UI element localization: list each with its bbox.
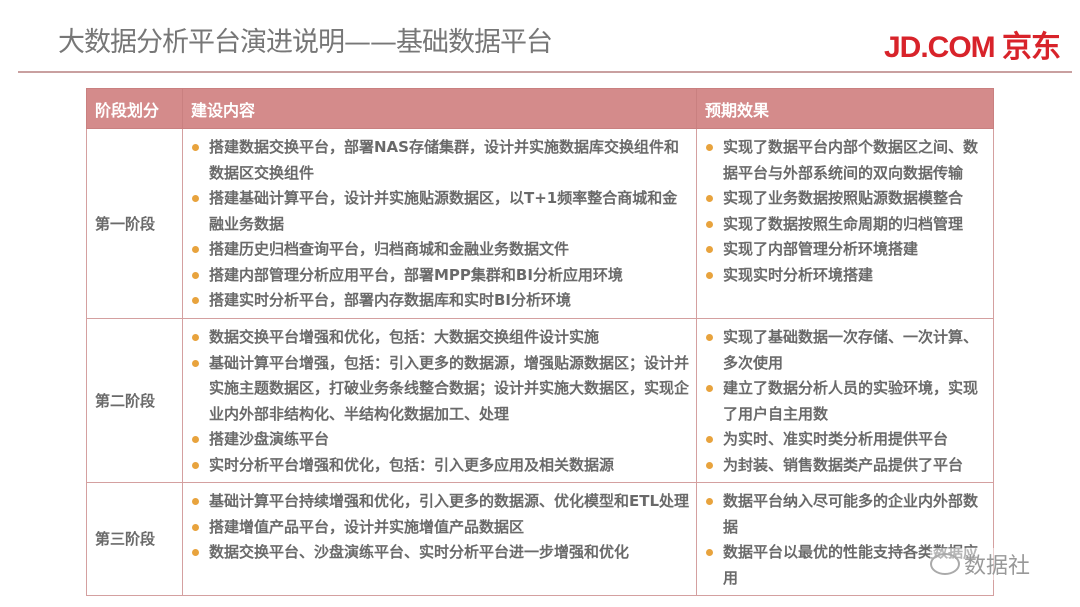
bullet-item: 为封装、销售数据类产品提供了平台: [705, 453, 987, 479]
bullet-item: 实现实时分析环境搭建: [705, 263, 987, 289]
table-header: 阶段划分 建设内容 预期效果: [86, 88, 994, 129]
content-cell: 基础计算平台持续增强和优化，引入更多的数据源、优化模型和ETL处理 搭建增值产品平…: [182, 482, 697, 596]
bullet-list: 搭建数据交换平台，部署NAS存储集群，设计并实施数据库交换组件和数据区交换组件搭…: [191, 135, 690, 314]
bullet-item: 基础计算平台持续增强和优化，引入更多的数据源、优化模型和ETL处理: [191, 489, 690, 515]
column-header-effects: 预期效果: [696, 88, 994, 129]
table-row: 第一阶段 搭建数据交换平台，部署NAS存储集群，设计并实施数据库交换组件和数据区交…: [86, 128, 994, 319]
bullet-item: 搭建增值产品平台，设计并实施增值产品数据区: [191, 515, 690, 541]
bullet-list: 基础计算平台持续增强和优化，引入更多的数据源、优化模型和ETL处理 搭建增值产品平…: [191, 489, 690, 566]
content-cell: 数据交换平台增强和优化，包括：大数据交换组件设计实施 基础计算平台增强，包括：引入…: [182, 318, 697, 483]
bullet-item: 数据平台纳入尽可能多的企业内外部数据: [705, 489, 987, 540]
bullet-item: 搭建沙盘演练平台: [191, 427, 690, 453]
bullet-item: 实时分析平台增强和优化，包括：引入更多应用及相关数据源: [191, 453, 690, 479]
bullet-item: 基础计算平台增强，包括：引入更多的数据源，增强贴源数据区；设计并实施主题数据区，…: [191, 351, 690, 428]
title-divider: [18, 71, 1072, 73]
watermark-text: 数据社: [964, 554, 1031, 579]
content-cell: 搭建数据交换平台，部署NAS存储集群，设计并实施数据库交换组件和数据区交换组件搭…: [182, 128, 697, 319]
bullet-item: 搭建内部管理分析应用平台，部署MPP集群和BI分析应用环境: [191, 263, 690, 289]
stage-table: 阶段划分 建设内容 预期效果 第一阶段 搭建数据交换平台，部署NAS存储集群，设计…: [86, 88, 994, 596]
column-header-stage: 阶段划分: [86, 88, 183, 129]
stage-cell: 第一阶段: [86, 128, 183, 319]
effects-cell: 实现了数据平台内部个数据区之间、数据平台与外部系统间的双向数据传输 实现了业务数据…: [696, 128, 994, 319]
bullet-item: 搭建基础计算平台，设计并实施贴源数据区，以T+1频率整合商城和金融业务数据: [191, 186, 690, 237]
bullet-item: 实现了基础数据一次存储、一次计算、多次使用: [705, 325, 987, 376]
stage-label: 第三阶段: [95, 530, 156, 549]
bullet-list: 实现了基础数据一次存储、一次计算、多次使用 建立了数据分析人员的实验环境，实现了用…: [705, 325, 987, 478]
bullet-list: 数据交换平台增强和优化，包括：大数据交换组件设计实施 基础计算平台增强，包括：引入…: [191, 325, 690, 478]
effects-cell: 实现了基础数据一次存储、一次计算、多次使用 建立了数据分析人员的实验环境，实现了用…: [696, 318, 994, 483]
stage-label: 第二阶段: [95, 391, 156, 410]
bullet-item: 实现了业务数据按照贴源数据模整合: [705, 186, 987, 212]
bullet-item: 数据平台以最优的性能支持各类数据应用: [705, 540, 987, 591]
bullet-list: 实现了数据平台内部个数据区之间、数据平台与外部系统间的双向数据传输 实现了业务数据…: [705, 135, 987, 288]
stage-cell: 第二阶段: [86, 318, 183, 483]
column-header-content: 建设内容: [182, 88, 697, 129]
wechat-icon: [930, 553, 960, 575]
bullet-item: 数据交换平台增强和优化，包括：大数据交换组件设计实施: [191, 325, 690, 351]
bullet-item: 建立了数据分析人员的实验环境，实现了用户自主用数: [705, 376, 987, 427]
bullet-item: 为实时、准实时类分析用提供平台: [705, 427, 987, 453]
jd-logo: JD.COM 京东: [883, 31, 1061, 64]
bullet-item: 实现了内部管理分析环境搭建: [705, 237, 987, 263]
bullet-item: 搭建实时分析平台，部署内存数据库和实时BI分析环境: [191, 288, 690, 314]
table-row: 第二阶段 数据交换平台增强和优化，包括：大数据交换组件设计实施 基础计算平台增强，包…: [86, 318, 994, 483]
bullet-item: 搭建历史归档查询平台，归档商城和金融业务数据文件: [191, 237, 690, 263]
bullet-item: 实现了数据按照生命周期的归档管理: [705, 212, 987, 238]
stage-cell: 第三阶段: [86, 482, 183, 596]
table-row: 第三阶段 基础计算平台持续增强和优化，引入更多的数据源、优化模型和ETL处理 搭建增…: [86, 482, 994, 596]
stage-label: 第一阶段: [95, 214, 156, 233]
bullet-item: 搭建数据交换平台，部署NAS存储集群，设计并实施数据库交换组件和数据区交换组件: [191, 135, 690, 186]
watermark: 数据社: [930, 548, 1031, 580]
bullet-item: 实现了数据平台内部个数据区之间、数据平台与外部系统间的双向数据传输: [705, 135, 987, 186]
bullet-list: 数据平台纳入尽可能多的企业内外部数据 数据平台以最优的性能支持各类数据应用: [705, 489, 987, 591]
bullet-item: 数据交换平台、沙盘演练平台、实时分析平台进一步增强和优化: [191, 540, 690, 566]
slide-title: 大数据分析平台演进说明——基础数据平台: [58, 27, 553, 58]
